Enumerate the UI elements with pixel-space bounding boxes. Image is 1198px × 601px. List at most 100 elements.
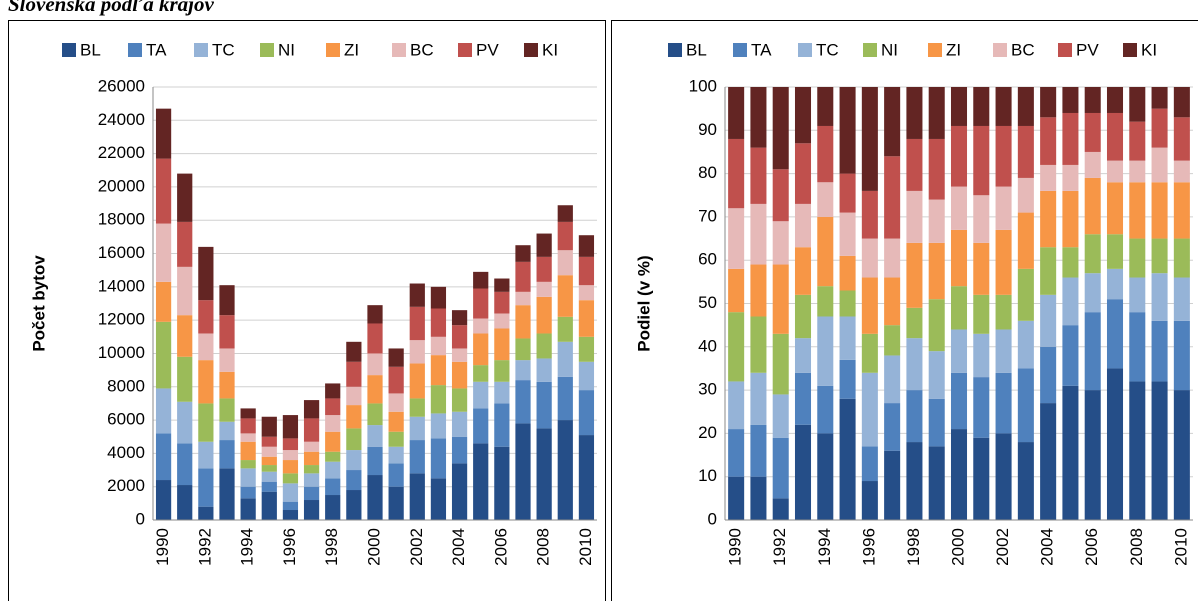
bar-segment	[1017, 177, 1034, 213]
bar-segment	[282, 415, 299, 439]
bar-segment	[473, 365, 489, 382]
x-tick-label: 2000	[948, 528, 967, 566]
bar-segment	[884, 87, 901, 157]
bar-segment	[861, 87, 878, 191]
bar-segment	[995, 433, 1012, 520]
bar-segment	[1129, 160, 1146, 183]
bar-segment	[728, 208, 745, 269]
bar-segment	[794, 247, 812, 295]
bar-segment	[177, 443, 193, 486]
y-tick-label: 30	[698, 380, 717, 399]
bar-segment	[451, 463, 468, 520]
legend-swatch	[993, 43, 1007, 57]
bar-segment	[794, 372, 812, 425]
bar-segment	[750, 316, 767, 373]
bar-segment	[240, 441, 256, 461]
bar-segment	[772, 87, 789, 170]
bar-segment	[973, 377, 990, 438]
legend-swatch	[194, 43, 208, 57]
bar-segment	[861, 238, 878, 278]
bar-segment	[794, 203, 812, 248]
legend-swatch	[928, 43, 942, 57]
bar-segment	[219, 440, 235, 469]
bar-segment	[346, 405, 362, 429]
bar-segment	[325, 478, 341, 496]
y-tick-label: 16000	[98, 243, 145, 262]
bar-segment	[409, 363, 425, 399]
bar-segment	[198, 300, 214, 334]
bar-segment	[430, 336, 447, 356]
bar-segment	[1040, 247, 1057, 295]
bar-segment	[282, 450, 299, 461]
bar-segment	[1106, 112, 1124, 161]
bar-segment	[409, 440, 425, 474]
bar-segment	[346, 490, 362, 520]
y-tick-label: 12000	[98, 310, 145, 329]
bar-segment	[772, 221, 789, 265]
bar-segment	[884, 325, 901, 356]
bar-segment	[219, 315, 235, 349]
bar-segment	[451, 325, 468, 349]
bar-segment	[1151, 147, 1168, 183]
bar-segment	[536, 233, 552, 257]
y-tick-label: 90	[698, 120, 717, 139]
bar-segment	[430, 413, 447, 439]
bar-segment	[1062, 190, 1079, 248]
bar-segment	[884, 403, 901, 451]
bar-segment	[515, 423, 531, 520]
bar-segment	[578, 300, 595, 337]
bar-segment	[772, 394, 789, 438]
page-title: Slovenská podľa krajov	[8, 0, 214, 16]
bar-segment	[536, 358, 552, 382]
bar-segment	[282, 438, 299, 451]
legend-label: NI	[278, 40, 295, 59]
bar-segment	[1040, 294, 1057, 347]
bar-segment	[536, 281, 552, 297]
bar-segment	[367, 403, 383, 426]
bar-segment	[817, 87, 834, 126]
bar-segment	[1040, 190, 1057, 248]
bar-segment	[515, 305, 531, 339]
bar-segment	[1151, 108, 1168, 148]
bar-segment	[155, 433, 172, 481]
bar-segment	[261, 456, 277, 466]
bar-segment	[772, 333, 789, 395]
y-tick-label: 0	[136, 509, 145, 528]
bar-segment	[325, 398, 341, 416]
legend-label: PV	[476, 40, 499, 59]
x-tick-label: 1996	[859, 528, 878, 566]
bar-segment	[861, 277, 878, 334]
bar-segment	[367, 323, 383, 354]
bar-segment	[794, 87, 812, 144]
bar-segment	[1084, 273, 1101, 313]
bar-segment	[1084, 234, 1101, 274]
bar-segment	[973, 87, 990, 126]
bar-segment	[198, 468, 214, 507]
bar-segment	[578, 285, 595, 301]
bar-segment	[817, 182, 834, 217]
bar-segment	[1040, 403, 1057, 520]
x-tick-label: 1994	[238, 528, 257, 566]
y-tick-label: 0	[708, 509, 717, 528]
bar-segment	[884, 277, 901, 326]
legend-swatch	[62, 43, 76, 57]
bar-segment	[494, 381, 510, 404]
bar-segment	[1106, 160, 1124, 183]
bar-segment	[1017, 268, 1034, 321]
bar-segment	[198, 246, 214, 301]
bar-segment	[995, 186, 1012, 230]
y-tick-label: 10000	[98, 343, 145, 362]
bar-segment	[282, 501, 299, 511]
bar-segment	[155, 321, 172, 389]
bar-segment	[750, 424, 767, 477]
bar-segment	[198, 506, 214, 520]
legend-swatch	[668, 43, 682, 57]
bar-segment	[1040, 164, 1057, 191]
bar-segment	[928, 398, 945, 447]
legend-swatch	[798, 43, 812, 57]
bar-segment	[557, 250, 573, 276]
bar-segment	[750, 476, 767, 520]
bar-segment	[557, 420, 573, 520]
bar-segment	[240, 433, 256, 442]
bar-segment	[884, 355, 901, 404]
